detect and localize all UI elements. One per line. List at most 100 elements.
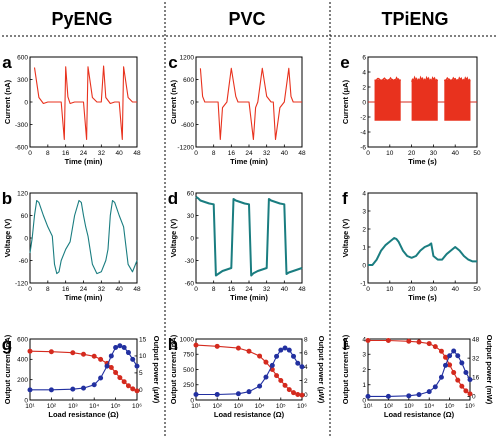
x-tick-label: 10⁴ (255, 403, 265, 410)
series-marker (291, 390, 297, 396)
panel-label: c (168, 53, 177, 72)
y-tick-label: 120 (17, 190, 28, 197)
x-tick-label: 10¹ (191, 403, 201, 410)
y-tick-label: 2 (362, 226, 366, 233)
series-line-0 (33, 65, 137, 141)
panel-c: 0 8 16 24 32 40 48 -1200 -600 0 600 1200 Time (min) C… (168, 53, 306, 166)
x-tick-label: 8 (46, 286, 50, 293)
y-axis-label: Current (nA) (169, 79, 178, 124)
x-tick-label: 0 (28, 286, 32, 293)
panel-label: g (2, 335, 12, 354)
y-tick-label: 1 (362, 244, 366, 251)
series-marker (235, 391, 241, 397)
burst-top-noise (443, 76, 471, 83)
x-tick-label: 16 (62, 286, 70, 293)
x-tick-label: 10¹ (363, 403, 373, 410)
x-axis-label: Time (min) (230, 293, 268, 302)
y2-tick-label: 15 (139, 336, 147, 343)
y-tick-label: 300 (17, 77, 28, 84)
x-tick-label: 0 (366, 286, 370, 293)
y-tick-label: 0 (190, 235, 194, 242)
series-marker (443, 354, 449, 360)
x-tick-label: 10² (212, 403, 222, 410)
y-tick-label: 30 (187, 213, 195, 220)
axes-frame (367, 338, 471, 401)
series-marker (467, 391, 473, 397)
series-marker (130, 356, 136, 362)
x-tick-label: 10³ (234, 403, 244, 410)
y-axis-label: Current (μA) (341, 79, 350, 124)
y-tick-label: 0 (24, 99, 28, 106)
series-marker (108, 353, 114, 359)
x-tick-label: 10¹ (25, 403, 35, 410)
series-marker (426, 389, 432, 395)
series-marker (286, 387, 292, 393)
series-line-0 (368, 339, 471, 395)
y-axis-label: Output current (nA) (3, 334, 12, 404)
series-marker (455, 353, 461, 359)
y2-tick-label: 32 (472, 355, 480, 362)
y-tick-label: -30 (185, 258, 195, 265)
y-tick-label: -600 (181, 122, 194, 129)
x-tick-label: 10³ (404, 403, 414, 410)
y2-axis-label: Output power (μW) (317, 336, 326, 404)
series-marker (299, 392, 305, 398)
series-marker (81, 385, 86, 391)
panel-b: 0 8 16 24 32 40 48 -120 -60 0 60 120 Time (min) Volta… (2, 189, 141, 302)
series-marker (274, 353, 280, 359)
series-marker (463, 369, 469, 375)
panel-label: e (340, 53, 349, 72)
series-marker (257, 383, 263, 389)
x-tick-label: 48 (298, 286, 306, 293)
x-tick-label: 48 (298, 150, 306, 157)
column-header-pvc: PVC (228, 9, 265, 29)
series-marker (459, 360, 465, 366)
series-marker (214, 391, 220, 397)
x-tick-label: 48 (133, 150, 141, 157)
y-tick-label: 600 (17, 54, 28, 61)
series-marker (117, 375, 123, 381)
series-line-0 (195, 195, 303, 277)
series-marker (443, 362, 449, 368)
series-marker (447, 362, 453, 368)
y2-tick-label: 0 (472, 394, 476, 401)
y2-tick-label: 6 (304, 350, 308, 357)
x-axis-label: Time (s) (408, 157, 437, 166)
y2-axis-label: Output power (mW) (485, 335, 494, 405)
panel-label: h (168, 335, 178, 354)
series-marker (113, 344, 119, 350)
series-marker (438, 348, 444, 354)
y-tick-label: 600 (17, 336, 28, 343)
y-tick-label: 3 (362, 352, 366, 359)
x-tick-label: 32 (98, 150, 106, 157)
series-marker (70, 350, 76, 356)
x-tick-label: 10⁵ (445, 403, 455, 410)
series-marker (467, 377, 473, 383)
panel-label: i (343, 335, 348, 354)
y-tick-label: 600 (183, 77, 194, 84)
y-tick-label: -2 (360, 114, 366, 121)
y-tick-label: -1200 (177, 144, 194, 151)
y-tick-label: -60 (19, 258, 29, 265)
y-tick-label: -6 (360, 144, 366, 151)
x-tick-label: 16 (228, 286, 236, 293)
x-tick-label: 48 (133, 286, 141, 293)
x-tick-label: 10 (386, 286, 394, 293)
series-marker (278, 347, 284, 353)
series-marker (81, 351, 86, 357)
x-tick-label: 30 (430, 286, 438, 293)
series-marker (274, 373, 280, 379)
x-tick-label: 0 (28, 150, 32, 157)
y2-tick-label: 4 (304, 364, 308, 371)
x-tick-label: 10 (386, 150, 394, 157)
series-marker (246, 348, 252, 354)
signal-burst (374, 79, 401, 121)
y2-tick-label: 0 (139, 387, 143, 394)
series-marker (70, 386, 76, 392)
x-tick-label: 50 (473, 150, 481, 157)
axes-frame (29, 338, 138, 401)
x-axis-label: Load resistance (Ω) (214, 410, 285, 419)
series-marker (385, 338, 391, 344)
series-marker (98, 375, 104, 381)
